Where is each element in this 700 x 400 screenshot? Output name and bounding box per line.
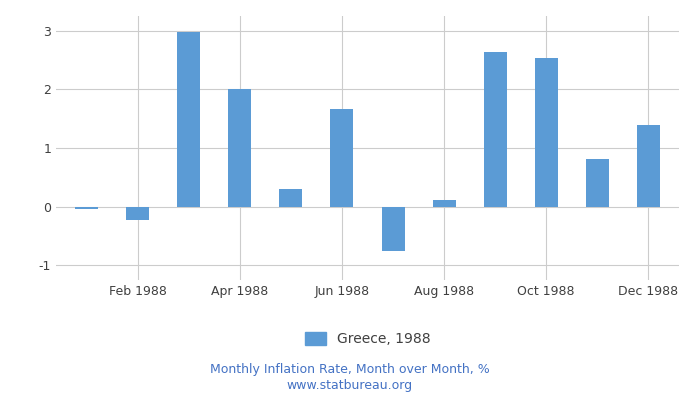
Bar (126, 207, 149, 220)
Bar (330, 109, 354, 207)
Text: www.statbureau.org: www.statbureau.org (287, 380, 413, 392)
Bar (535, 58, 558, 207)
Bar (637, 124, 660, 207)
Bar (586, 158, 609, 207)
Bar (177, 32, 200, 207)
Bar (433, 200, 456, 207)
Bar (279, 189, 302, 207)
Bar (228, 89, 251, 207)
Bar (382, 207, 405, 251)
Text: Monthly Inflation Rate, Month over Month, %: Monthly Inflation Rate, Month over Month… (210, 364, 490, 376)
Bar (75, 207, 98, 209)
Legend: Greece, 1988: Greece, 1988 (299, 326, 436, 352)
Bar (484, 52, 507, 207)
